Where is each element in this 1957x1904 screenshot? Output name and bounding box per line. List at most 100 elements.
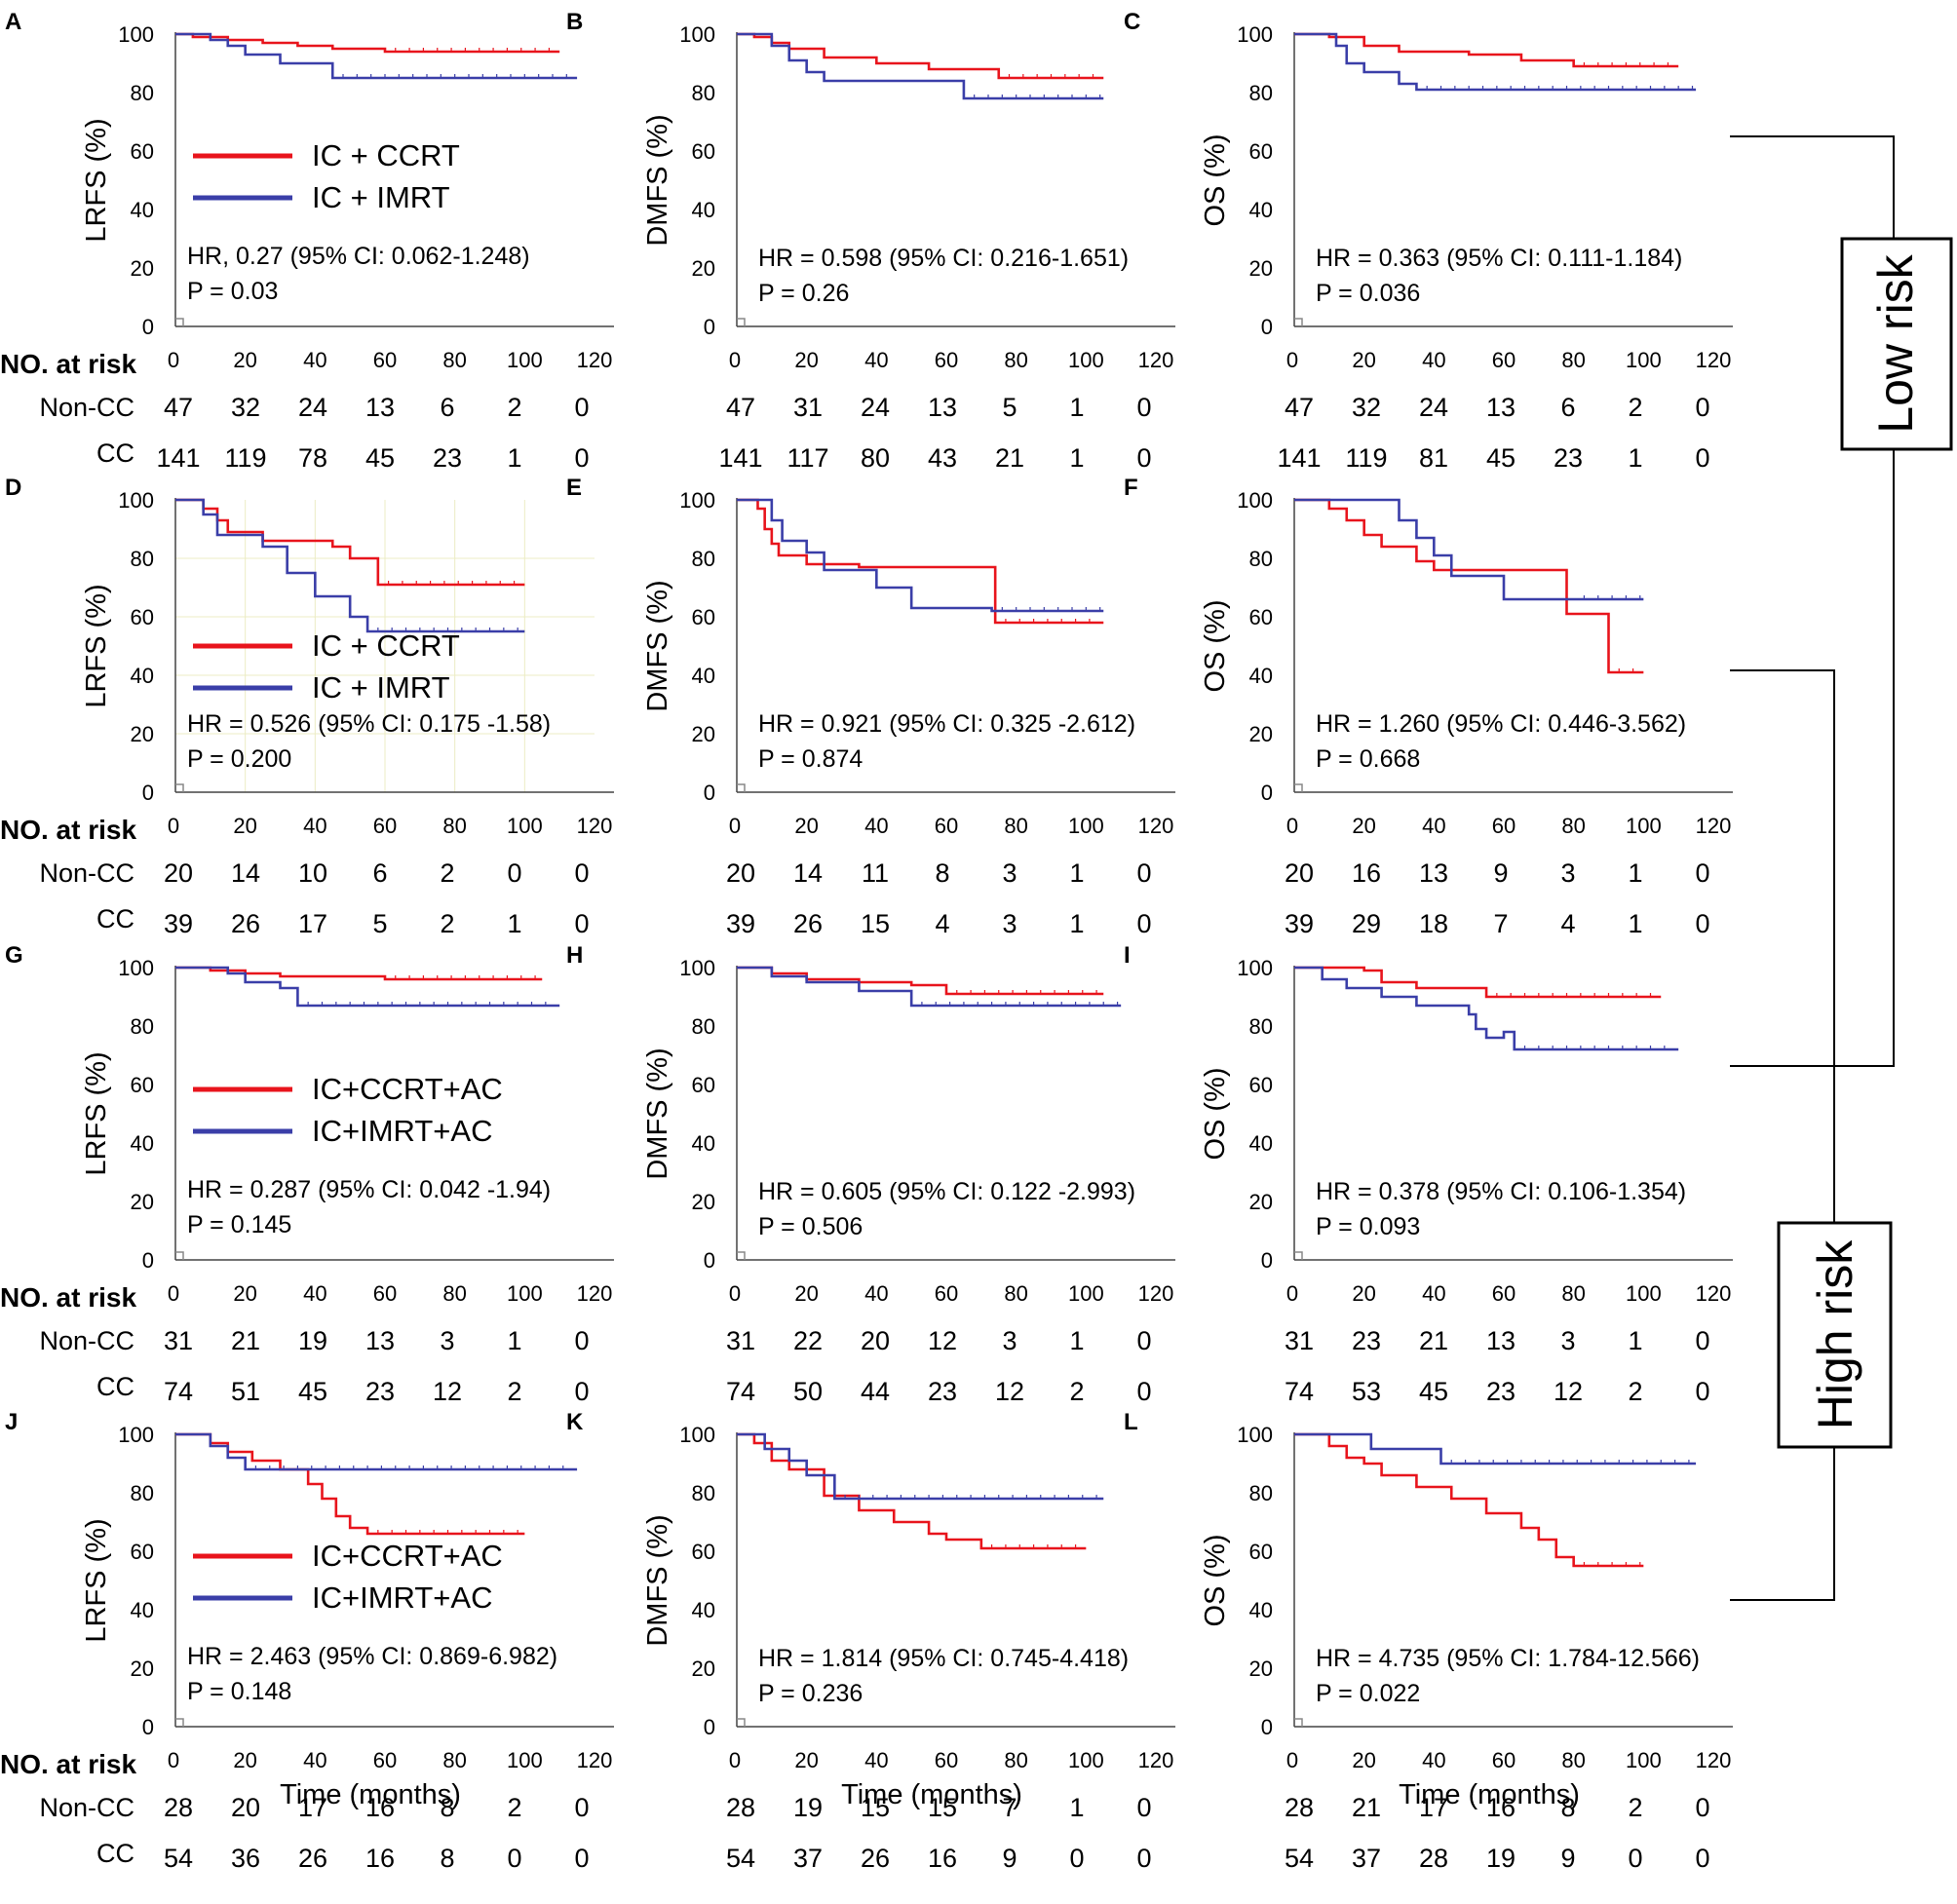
y-tick-label: 40 [1249,1131,1273,1156]
risk-count: 17 [298,1793,327,1822]
y-tick-label: 60 [1249,605,1273,629]
km-curve-ic-imrt [1294,32,1697,92]
risk-count: 119 [1345,443,1387,473]
risk-count: 13 [1486,393,1516,422]
risk-row-label: CC [96,438,134,468]
risk-count: 141 [156,443,200,473]
risk-count: 45 [1419,1377,1448,1406]
x-tick-label: 40 [1422,348,1445,372]
y-tick-label: 40 [131,664,154,688]
panel-letter: J [5,1409,18,1435]
risk-count: 7 [1493,909,1508,938]
y-tick-label: 100 [1237,22,1273,47]
hazard-ratio-text: HR = 0.605 (95% CI: 0.122 -2.993) [758,1178,1135,1205]
x-tick-label: 80 [1561,1748,1585,1772]
y-axis-label: LRFS (%) [81,584,112,707]
risk-count: 28 [726,1793,755,1822]
risk-count: 0 [1695,393,1709,422]
km-curve-ic-imrt [175,966,560,1008]
y-axis-label: OS (%) [1200,133,1231,226]
y-axis-label: LRFS (%) [81,118,112,242]
risk-count: 12 [995,1377,1024,1406]
risk-count: 31 [1285,1326,1314,1355]
risk-count: 15 [861,1793,890,1822]
x-tick-label: 20 [794,814,818,838]
risk-count: 20 [726,858,755,888]
y-tick-label: 40 [131,1598,154,1622]
x-tick-label: 60 [1492,348,1516,372]
y-tick-label: 80 [1249,1481,1273,1505]
risk-count: 26 [861,1844,890,1873]
risk-count: 39 [1285,909,1314,938]
risk-count: 0 [1136,1326,1151,1355]
y-tick-label: 100 [1237,1423,1273,1447]
risk-count: 3 [440,1326,454,1355]
x-tick-label: 60 [373,814,397,838]
risk-count: 26 [298,1844,327,1873]
risk-count: 5 [372,909,387,938]
risk-count: 5 [1002,393,1017,422]
y-tick-label: 0 [142,315,154,339]
risk-count: 0 [574,858,589,888]
x-tick-label: 100 [1626,814,1662,838]
km-curve-ic-ccrt [1294,498,1644,674]
y-tick-label: 100 [679,956,715,980]
y-tick-label: 20 [692,1656,715,1681]
y-tick-label: 20 [131,1656,154,1681]
y-tick-label: 0 [704,1715,715,1739]
km-curve-ic-imrt [175,498,525,633]
x-tick-label: 0 [1286,1281,1298,1306]
x-tick-label: 20 [794,348,818,372]
km-curve-ic-imrt [1294,966,1679,1051]
x-tick-label: 100 [1068,1748,1104,1772]
risk-count: 16 [928,1844,957,1873]
legend-label: IC + CCRT [312,628,460,663]
risk-count: 21 [995,443,1024,473]
risk-table-header: NO. at risk [0,1282,136,1313]
p-value-text: P = 0.874 [758,745,863,773]
hazard-ratio-text: HR = 1.260 (95% CI: 0.446-3.562) [1316,710,1686,738]
y-tick-label: 0 [704,315,715,339]
risk-count: 21 [1352,1793,1381,1822]
group-brackets [1730,135,1895,1601]
risk-count: 2 [507,393,521,422]
axis-corner-mark [175,318,184,326]
risk-count: 23 [928,1377,957,1406]
hazard-ratio-text: HR = 0.287 (95% CI: 0.042 -1.94) [187,1176,551,1203]
risk-count: 9 [1002,1844,1017,1873]
hazard-ratio-text: HR = 0.921 (95% CI: 0.325 -2.612) [758,710,1135,738]
hazard-ratio-text: HR, 0.27 (95% CI: 0.062-1.248) [187,243,530,270]
km-curve-ic-imrt [175,32,578,80]
x-tick-label: 0 [1286,1748,1298,1772]
p-value-text: P = 0.036 [1316,280,1420,307]
y-tick-label: 60 [131,1540,154,1564]
y-axis-label: DMFS (%) [642,580,673,711]
risk-count: 81 [1419,443,1448,473]
y-tick-label: 80 [692,1014,715,1039]
risk-count: 26 [793,909,823,938]
risk-count: 47 [164,393,193,422]
km-curve-ic-ccrt [175,966,543,981]
x-axis-label: Time (months) [280,1779,461,1810]
y-tick-label: 100 [118,1423,154,1447]
risk-count: 1 [1069,393,1084,422]
risk-count: 45 [298,1377,327,1406]
x-tick-label: 80 [442,348,466,372]
risk-count: 32 [231,393,260,422]
y-tick-label: 20 [1249,256,1273,281]
panel-letter: L [1124,1409,1138,1435]
y-tick-label: 40 [1249,198,1273,222]
y-tick-label: 40 [692,1598,715,1622]
risk-count: 1 [1628,858,1642,888]
x-tick-label: 40 [1422,814,1445,838]
p-value-text: P = 0.145 [187,1211,291,1238]
y-tick-label: 20 [131,256,154,281]
km-curve-ic-imrt [737,1432,1104,1501]
x-tick-label: 80 [442,1748,466,1772]
x-tick-label: 20 [1352,1281,1375,1306]
km-curve-ic-ccrt [175,32,560,54]
risk-count: 1 [1069,858,1084,888]
